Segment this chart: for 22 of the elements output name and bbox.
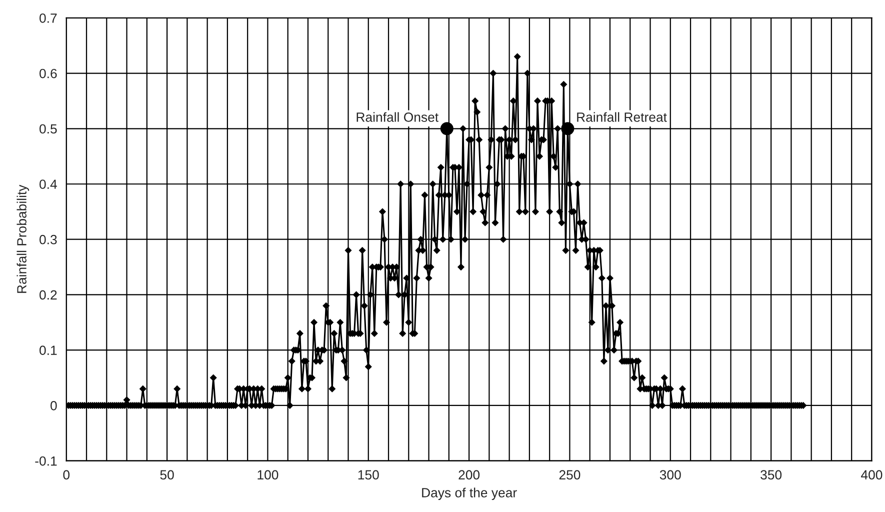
x-tick-label: 150	[358, 470, 379, 480]
x-tick-label: 400	[861, 470, 882, 480]
x-tick-label: 100	[258, 470, 278, 480]
y-tick-label: 0.5	[40, 124, 57, 134]
x-tick-label: 350	[760, 470, 782, 480]
y-axis-title: Rainfall Probability	[16, 184, 30, 293]
x-axis-title: Days of the year	[422, 488, 517, 500]
x-tick-label: 200	[458, 470, 480, 480]
annotation: Rainfall Retreat	[577, 112, 667, 122]
x-tick-label: 250	[559, 470, 580, 480]
y-tick-label: -0.1	[35, 456, 57, 466]
y-tick-label: 0.2	[40, 290, 57, 300]
y-tick-label: 0	[50, 401, 57, 410]
y-tick-label: 0.4	[40, 180, 57, 189]
y-tick-label: 0.3	[40, 234, 57, 244]
annotation: Rainfall Onset	[356, 112, 438, 122]
x-tick-label: 0	[63, 470, 70, 480]
y-tick-label: 0.7	[40, 13, 57, 23]
x-tick-label: 50	[160, 470, 174, 480]
y-tick-label: 0.6	[40, 68, 57, 78]
x-tick-label: 300	[660, 470, 681, 480]
y-tick-label: 0.1	[40, 346, 57, 355]
